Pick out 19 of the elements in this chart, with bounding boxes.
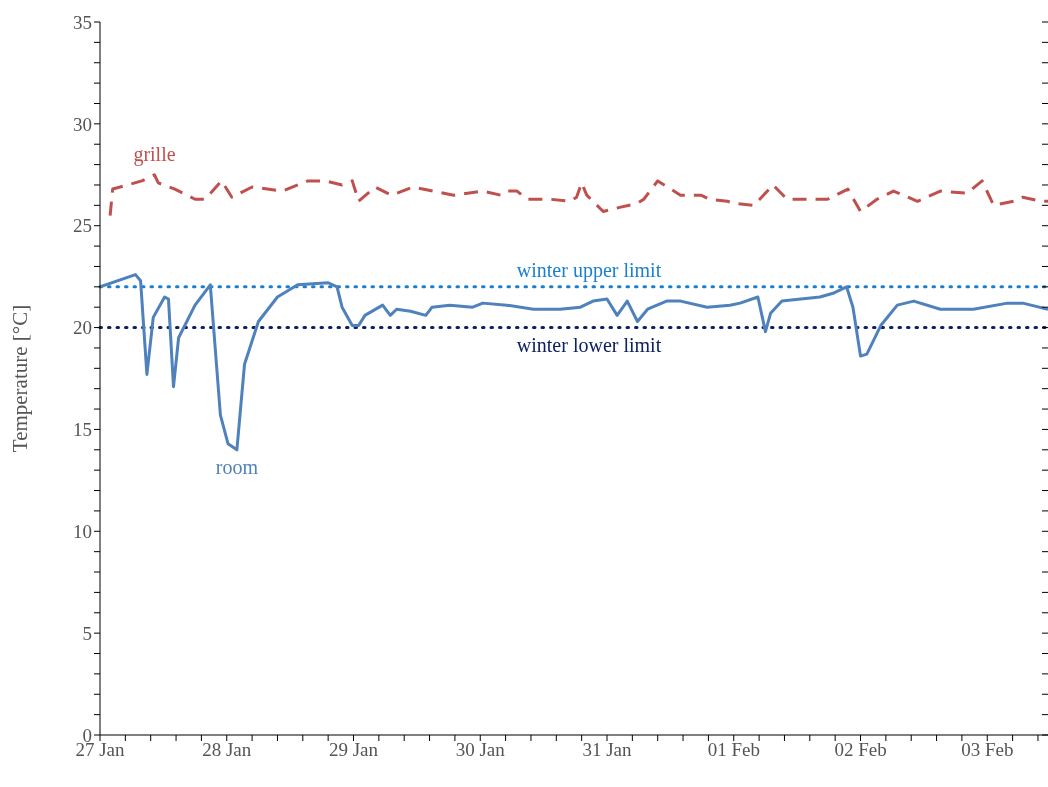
y-tick-label: 25 (73, 215, 92, 237)
x-tick-label: 03 Feb (961, 739, 1014, 761)
y-tick-label: 30 (73, 113, 92, 135)
ref-line-label: winter lower limit (516, 333, 662, 356)
y-tick-label: 20 (73, 317, 92, 339)
x-tick-label: 30 Jan (455, 739, 506, 761)
y-tick-label: 5 (82, 622, 92, 644)
x-tick-label: 28 Jan (202, 739, 252, 761)
y-axis-title: Temperature [°C] (8, 304, 33, 453)
x-tick-label: 29 Jan (328, 739, 379, 761)
series-label: room (215, 455, 259, 478)
series-label: grille (133, 142, 176, 166)
x-tick-label: 02 Feb (834, 739, 887, 761)
y-tick-label: 10 (73, 521, 92, 543)
ref-line-label: winter upper limit (516, 258, 662, 282)
y-tick-label: 35 (73, 11, 92, 33)
y-tick-label: 15 (73, 419, 92, 441)
x-tick-label: 31 Jan (582, 739, 633, 761)
x-tick-label: 01 Feb (707, 739, 760, 761)
